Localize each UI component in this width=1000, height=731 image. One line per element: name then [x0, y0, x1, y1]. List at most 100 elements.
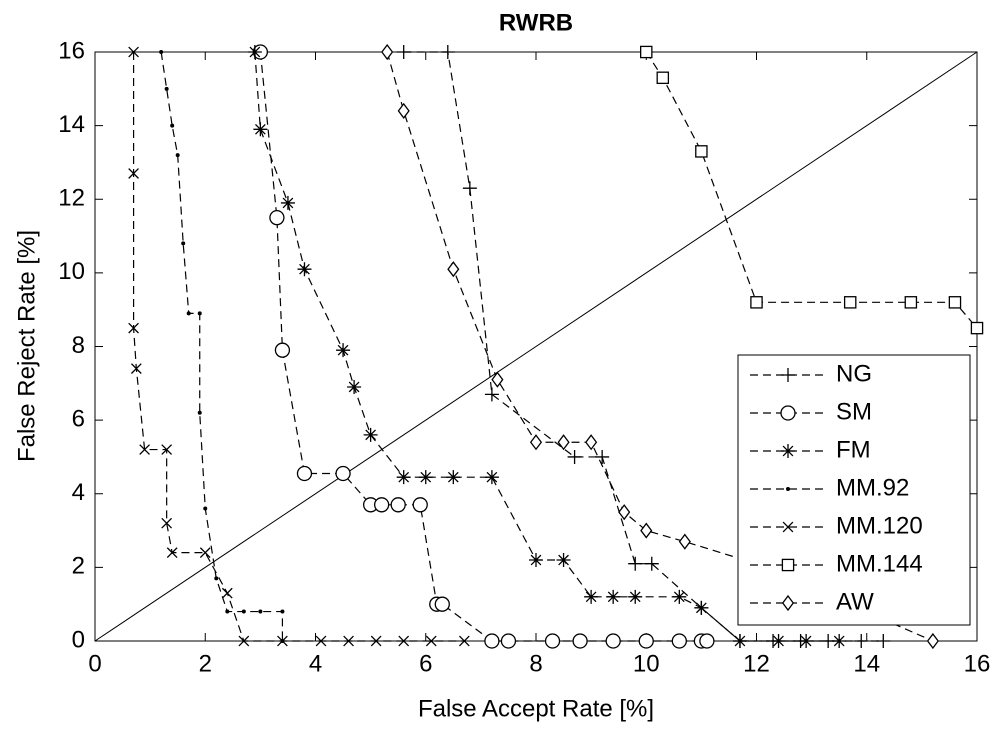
marker: [274, 342, 291, 358]
marker: [335, 465, 351, 482]
marker: [781, 444, 795, 458]
series-line: [132, 52, 465, 642]
marker: [781, 558, 795, 572]
marker: [164, 86, 169, 91]
marker: [732, 634, 747, 648]
marker: [128, 46, 139, 58]
marker: [500, 633, 517, 649]
legend-label: MM.92: [836, 474, 909, 501]
y-tick-label: 10: [58, 258, 85, 285]
marker: [434, 596, 450, 612]
legend-label: SM: [836, 398, 872, 425]
legend-label: MM.120: [836, 512, 923, 539]
marker: [782, 521, 794, 533]
marker: [181, 241, 186, 246]
marker: [221, 587, 233, 599]
x-tick-label: 2: [199, 650, 212, 677]
marker: [484, 633, 500, 649]
marker: [166, 547, 178, 559]
marker: [381, 44, 394, 61]
marker: [398, 635, 410, 647]
marker: [484, 470, 499, 485]
marker: [699, 633, 715, 649]
marker: [484, 387, 499, 402]
marker: [418, 470, 433, 485]
marker: [628, 556, 643, 571]
marker: [786, 487, 790, 491]
marker: [203, 506, 208, 511]
marker: [225, 609, 230, 614]
marker: [584, 589, 599, 604]
marker: [258, 609, 263, 614]
marker: [640, 522, 653, 539]
marker: [159, 50, 164, 54]
marker: [529, 434, 543, 451]
marker: [373, 497, 390, 513]
marker: [572, 633, 588, 649]
marker: [567, 449, 582, 464]
marker: [832, 634, 847, 648]
y-tick-label: 8: [72, 332, 85, 359]
marker: [640, 45, 653, 59]
marker: [970, 321, 984, 335]
marker: [678, 533, 691, 550]
y-tick-label: 6: [72, 405, 85, 432]
y-tick-label: 14: [58, 111, 85, 138]
marker: [595, 449, 610, 464]
marker: [585, 434, 598, 451]
marker: [440, 45, 455, 59]
y-tick-label: 16: [58, 37, 85, 64]
marker: [128, 168, 139, 179]
marker: [238, 635, 250, 647]
marker: [556, 553, 571, 568]
y-tick-label: 0: [72, 626, 85, 653]
marker: [781, 368, 795, 382]
marker: [390, 497, 406, 513]
marker: [904, 296, 918, 309]
marker: [462, 181, 477, 196]
marker: [297, 262, 312, 277]
marker: [315, 635, 327, 647]
marker: [370, 635, 382, 647]
x-tick-label: 8: [529, 650, 542, 677]
marker: [214, 576, 219, 581]
marker: [296, 465, 313, 482]
marker: [280, 195, 295, 210]
marker: [277, 635, 288, 647]
marker: [656, 71, 670, 85]
marker: [175, 153, 180, 158]
series-layer: [128, 44, 984, 649]
marker: [458, 635, 470, 647]
legend-label: FM: [836, 436, 871, 463]
marker: [197, 311, 202, 316]
x-tick-label: 4: [309, 650, 322, 677]
marker: [671, 633, 687, 649]
marker: [780, 405, 796, 421]
marker: [396, 45, 411, 59]
marker: [854, 634, 869, 648]
series-line: [160, 51, 284, 641]
marker: [241, 609, 246, 614]
legend-label: NG: [836, 360, 872, 387]
marker: [363, 427, 378, 442]
marker: [447, 261, 460, 278]
marker: [605, 633, 621, 649]
marker: [491, 371, 504, 388]
marker: [343, 635, 354, 647]
series-line: [259, 51, 707, 642]
x-tick-label: 10: [633, 650, 660, 677]
marker: [628, 589, 643, 604]
legend-box: [737, 354, 971, 626]
marker: [446, 470, 461, 485]
diagonal-line: [94, 51, 978, 642]
marker: [843, 296, 857, 309]
x-tick-label: 14: [853, 650, 880, 677]
y-tick-label: 4: [72, 479, 85, 506]
y-tick-label: 12: [58, 185, 85, 212]
marker: [161, 517, 173, 529]
marker: [618, 504, 631, 521]
marker: [170, 123, 175, 128]
marker: [638, 633, 654, 649]
marker: [347, 379, 362, 394]
